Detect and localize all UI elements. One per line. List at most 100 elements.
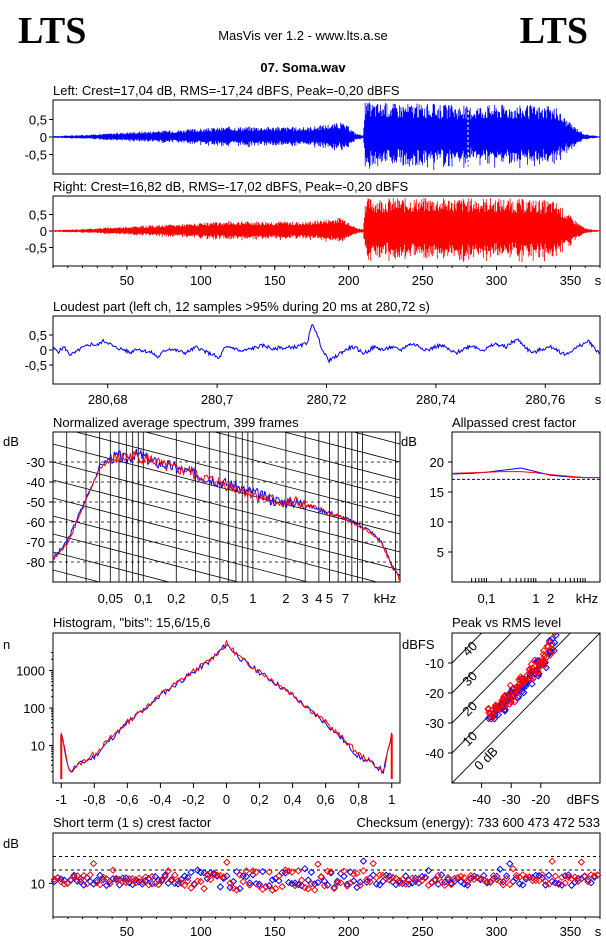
peak-vs-rms-point [528,669,536,677]
short-term-crest-point [70,873,78,881]
short-term-crest-point [297,876,306,884]
short-term-crest-point [554,879,563,888]
short-term-crest-point [359,857,368,865]
allpassed-crest-ytick-label: 5 [437,545,444,560]
short-term-crest-point [382,874,390,883]
short-term-crest-point [525,873,534,881]
short-term-crest-point [102,881,111,890]
short-term-crest-point [493,872,501,881]
short-term-crest-point [232,886,241,894]
short-term-crest-point [141,873,150,881]
short-term-crest-point [577,858,586,866]
peak-vs-rms-title: Peak vs RMS level [452,615,561,630]
short-term-crest-point [174,876,182,885]
allpassed-crest-title: Allpassed crest factor [452,415,577,430]
peak-vs-rms-point [542,663,550,672]
short-term-crest-point [558,881,566,889]
app-title: MasVis ver 1.2 - www.lts.a.se [218,28,388,43]
short-term-crest-point [457,878,465,886]
peak-vs-rms-diagonal-label: 30 [459,668,480,689]
short-term-crest-point [255,882,264,891]
histogram-title: Histogram, "bits": 15,6/15,6 [53,615,210,630]
short-term-crest-point [200,884,208,893]
short-term-crest-point [291,879,299,887]
short-term-crest-point [54,874,62,882]
short-term-crest-point [441,881,449,890]
short-term-crest-point [349,877,358,885]
short-term-crest-point [333,877,342,885]
time-axis-tick-label: 150 [264,273,286,288]
allpassed-crest-xtick-label: 0,1 [477,591,495,606]
short-term-crest-point [288,868,296,876]
histogram-xtick-label: -0,2 [182,792,204,807]
short-term-crest-point [496,877,504,885]
peak-vs-rms-frame [451,632,601,784]
short-term-crest-point [369,859,377,868]
histogram-xtick-label: -0,8 [83,792,105,807]
loudest-part-ytick-label: -0,5 [25,358,47,373]
short-term-crest-point [369,871,377,879]
short-term-crest-point [268,876,277,884]
short-term-crest-point [574,877,582,885]
short-term-crest-point [154,880,163,889]
time-axis-tick-label: 350 [560,273,582,288]
short-term-crest-point [57,878,65,886]
peak-vs-rms-ylabel: dBFS [402,637,435,652]
average-spectrum-ytick-label: -50 [26,495,45,510]
peak-vs-rms-point [540,657,549,665]
allpassed-crest-xtick-label: 2 [547,591,554,606]
short-term-crest-point [76,875,85,884]
short-term-crest-point [541,881,550,889]
short-term-crest-point [551,872,560,880]
average-spectrum-ytick-label: -30 [26,455,45,470]
peak-vs-rms-xtick-label: -20 [531,792,550,807]
histogram-ytick-label: 100 [23,701,45,716]
peak-vs-rms-point [500,693,508,701]
peak-vs-rms-point [539,650,548,659]
short-term-crest-point [548,857,556,866]
allpassed-crest-ytick-label: 15 [430,485,444,500]
loudest-part-unit: s [595,392,602,407]
average-spectrum-xtick-label: 0,2 [167,591,185,606]
allpassed-crest-xtick-label: 1 [532,591,539,606]
peak-vs-rms-point [545,647,554,656]
short-term-crest-point [281,869,290,877]
short-term-crest-point [249,871,257,879]
short-term-crest-point [392,880,400,889]
peak-vs-rms-point [506,693,514,702]
peak-vs-rms-point [552,633,560,639]
short-term-crest-point [151,872,160,881]
spectrum-slope-line [282,432,400,463]
short-term-crest-point [242,867,251,875]
peak-vs-rms-diagonal [452,633,483,664]
loudest-part-ytick-label: 0 [40,343,47,358]
histogram-xtick-label: 0,8 [350,792,368,807]
allpassed-crest-frame [451,431,601,583]
short-term-crest-point [268,886,277,894]
peak-vs-rms-xlabel: dBFS [567,792,600,807]
short-term-crest-point [171,871,179,879]
short-term-crest-point [502,872,511,880]
peak-vs-rms-point [550,633,558,637]
short-term-crest-checksum: Checksum (energy): 733 600 473 472 533 [356,815,600,830]
short-term-crest-point [415,874,423,883]
short-term-crest-point [532,876,540,885]
short-term-crest-point [554,880,563,888]
peak-vs-rms-diagonal-label: 10 [459,728,480,749]
peak-vs-rms-ytick-label: -30 [425,716,444,731]
short-term-crest-point [284,878,293,887]
histogram-ytick-label: 1000 [16,664,45,679]
short-term-crest-axis-tick-label: 200 [338,924,360,939]
short-term-crest-point [538,870,547,879]
left-waveform-ytick-label: 0,5 [29,113,47,128]
short-term-crest-point [470,875,478,883]
loudest-part-xtick-label: 280,74 [416,392,456,407]
short-term-crest-point [467,872,475,880]
peak-vs-rms-point [491,704,499,712]
histogram-xtick-label: -0,4 [149,792,171,807]
peak-vs-rms-point [529,675,537,683]
short-term-crest-point [236,884,244,893]
average-spectrum-xtick-label: 5 [326,591,333,606]
peak-vs-rms-point [527,660,536,668]
short-term-crest-point [584,877,592,886]
